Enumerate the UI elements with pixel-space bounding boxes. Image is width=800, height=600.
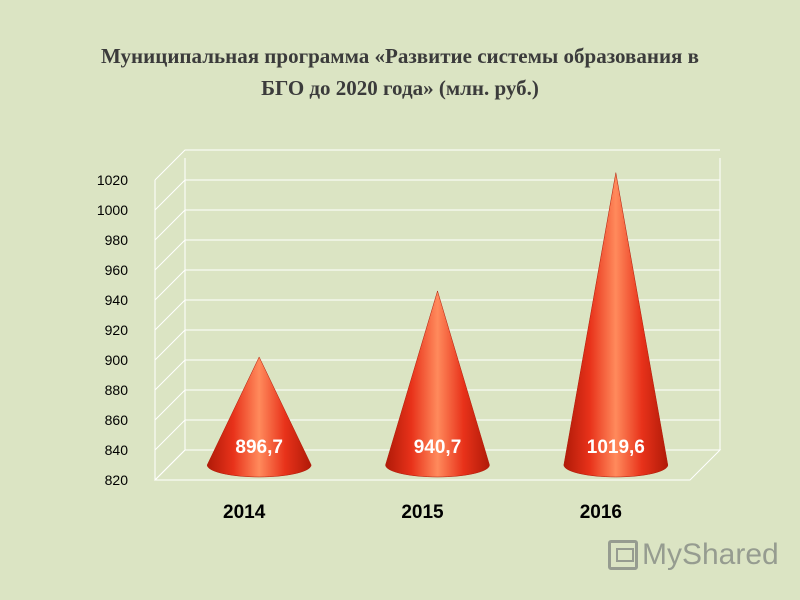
presentation-icon (608, 540, 638, 570)
gridline (154, 179, 720, 211)
gridline (154, 269, 720, 301)
y-tick-label: 940 (105, 292, 129, 308)
y-tick-label: 860 (105, 412, 129, 428)
x-category-label: 2016 (580, 502, 622, 523)
chart-floor (153, 449, 722, 481)
gridline (154, 359, 720, 391)
y-tick-label: 1020 (97, 172, 128, 188)
y-tick-label: 1000 (97, 202, 128, 218)
y-tick-label: 900 (105, 352, 129, 368)
chart-title-line-2: БГО до 2020 года» (млн. руб.) (261, 76, 539, 100)
gridline (154, 389, 720, 421)
gridline (154, 149, 720, 181)
data-label: 896,7 (235, 437, 283, 458)
gridline (154, 239, 720, 271)
cone-bar (563, 172, 669, 478)
cone-bar (385, 290, 490, 478)
gridline (154, 329, 720, 361)
y-tick-label: 880 (105, 382, 129, 398)
y-tick-label: 980 (105, 232, 129, 248)
data-label: 1019,6 (587, 437, 645, 458)
gridline (154, 209, 720, 241)
y-tick-label: 820 (105, 472, 129, 488)
chart-title: Муниципальная программа «Развитие систем… (0, 40, 800, 104)
data-label: 940,7 (414, 437, 462, 458)
chart-title-line-1: Муниципальная программа «Развитие систем… (100, 44, 700, 68)
watermark-text: MyShared (642, 538, 779, 571)
cone-bar (206, 356, 312, 478)
y-tick-label: 920 (105, 322, 129, 338)
x-category-label: 2014 (223, 502, 266, 523)
watermark-logo: MyShared (608, 538, 779, 572)
gridline (154, 299, 720, 331)
y-tick-label: 840 (105, 442, 129, 458)
gridline (154, 419, 720, 451)
x-category-label: 2015 (401, 502, 444, 523)
y-tick-label: 960 (105, 262, 129, 278)
